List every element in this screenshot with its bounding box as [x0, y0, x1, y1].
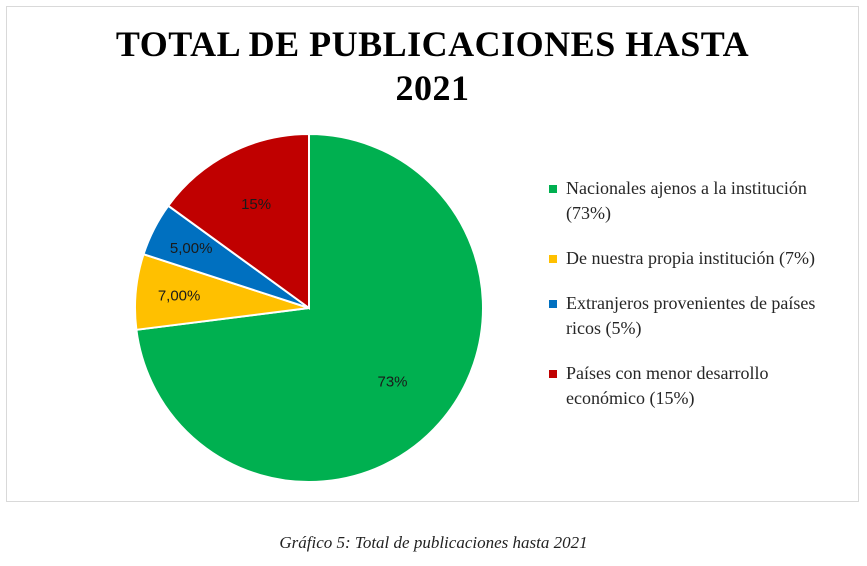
legend-label-extranjeros: Extranjeros provenientes de países ricos… [566, 293, 816, 338]
legend-item-nacionales: Nacionales ajenos a la institución (73%) [548, 176, 848, 226]
legend-label-menor-desarrollo: Países con menor desarrollo económico (1… [566, 363, 769, 408]
chart-title-line1: TOTAL DE PUBLICACIONES HASTA [115, 24, 750, 64]
legend-item-extranjeros: Extranjeros provenientes de países ricos… [548, 291, 848, 341]
legend-label-nacionales: Nacionales ajenos a la institución (73%) [566, 178, 807, 223]
data-label-nacionales: 73% [377, 374, 407, 391]
chart-title-line2: 2021 [395, 68, 470, 108]
chart-legend: Nacionales ajenos a la institución (73%)… [548, 176, 848, 431]
data-label-menor-desarrollo: 15% [241, 196, 271, 213]
chart-title: TOTAL DE PUBLICACIONES HASTA 2021 [6, 22, 859, 110]
data-label-propia: 7,00% [158, 288, 201, 305]
data-label-extranjeros: 5,00% [170, 240, 213, 257]
pie-slice-menor-desarrollo [166, 132, 310, 310]
legend-label-propia: De nuestra propia institución (7%) [566, 248, 815, 268]
legend-item-menor-desarrollo: Países con menor desarrollo económico (1… [548, 361, 848, 411]
legend-swatch-nacionales [549, 185, 557, 193]
figure-caption: Gráfico 5: Total de publicaciones hasta … [279, 533, 588, 552]
legend-swatch-extranjeros [549, 300, 557, 308]
legend-swatch-propia [549, 255, 557, 263]
legend-item-propia: De nuestra propia institución (7%) [548, 246, 848, 271]
legend-swatch-menor-desarrollo [549, 370, 557, 378]
